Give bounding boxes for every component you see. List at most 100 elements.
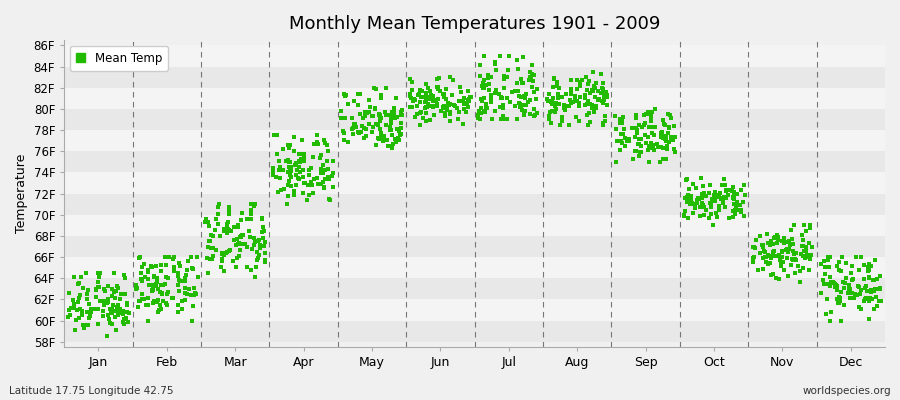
Point: [314, 181, 328, 187]
Point: [692, 204, 706, 210]
Point: [382, 112, 397, 118]
Point: [632, 122, 646, 128]
Point: [736, 213, 751, 219]
Point: [818, 271, 832, 278]
Point: [579, 74, 593, 80]
Point: [508, 88, 522, 94]
Point: [440, 100, 454, 106]
Point: [428, 97, 443, 104]
Point: [860, 268, 875, 275]
Point: [191, 273, 205, 280]
Point: [350, 128, 365, 135]
Point: [797, 248, 812, 254]
Point: [185, 266, 200, 272]
Point: [362, 97, 376, 103]
Point: [788, 250, 803, 256]
Point: [374, 129, 388, 136]
Point: [633, 141, 647, 147]
Point: [757, 248, 771, 254]
Point: [526, 88, 541, 95]
Point: [594, 71, 608, 78]
Point: [105, 286, 120, 292]
Point: [613, 147, 627, 154]
Point: [380, 136, 394, 143]
Point: [815, 277, 830, 283]
Point: [364, 104, 378, 110]
Point: [338, 92, 353, 98]
Point: [578, 94, 592, 100]
Point: [578, 92, 592, 98]
Point: [853, 254, 868, 260]
Point: [387, 104, 401, 111]
Point: [189, 290, 203, 297]
Point: [346, 126, 360, 132]
Point: [844, 270, 859, 276]
Point: [118, 290, 132, 297]
Point: [777, 234, 791, 241]
Point: [834, 317, 849, 324]
Point: [479, 105, 493, 111]
Point: [760, 240, 775, 246]
Point: [427, 111, 441, 118]
Point: [457, 95, 472, 102]
Point: [634, 148, 649, 155]
Point: [80, 295, 94, 302]
Point: [199, 216, 213, 223]
Point: [282, 178, 296, 184]
Point: [436, 103, 451, 109]
Point: [272, 158, 286, 165]
Point: [476, 76, 491, 83]
Point: [78, 322, 93, 328]
Point: [798, 248, 813, 254]
Point: [653, 144, 668, 150]
Point: [523, 97, 537, 103]
Point: [461, 104, 475, 110]
Point: [457, 106, 472, 112]
Point: [120, 309, 134, 315]
Point: [337, 137, 351, 144]
Point: [798, 228, 813, 235]
Point: [666, 146, 680, 152]
Point: [864, 286, 878, 293]
Point: [101, 299, 115, 306]
Point: [172, 260, 186, 266]
Point: [239, 244, 254, 250]
Point: [800, 252, 814, 258]
Point: [221, 211, 236, 217]
Point: [279, 201, 293, 207]
Point: [149, 299, 164, 305]
Point: [320, 142, 334, 148]
Point: [178, 296, 193, 303]
Point: [696, 183, 710, 190]
Point: [479, 82, 493, 88]
Point: [431, 96, 446, 102]
Point: [622, 137, 636, 144]
Point: [206, 233, 220, 240]
Point: [832, 258, 847, 265]
Point: [705, 196, 719, 202]
Point: [366, 84, 381, 91]
Point: [688, 201, 702, 208]
Point: [349, 124, 364, 130]
Point: [158, 300, 173, 306]
Point: [406, 98, 420, 104]
Point: [273, 164, 287, 170]
Point: [161, 289, 176, 296]
Point: [475, 85, 490, 91]
Point: [694, 174, 708, 181]
Point: [549, 100, 563, 106]
Point: [118, 275, 132, 282]
Point: [220, 225, 234, 232]
Point: [644, 140, 658, 146]
Point: [644, 112, 659, 118]
Point: [596, 120, 610, 126]
Point: [824, 308, 838, 315]
Point: [845, 262, 859, 269]
Point: [104, 292, 119, 299]
Point: [611, 138, 625, 144]
Point: [289, 160, 303, 166]
Point: [74, 274, 88, 280]
Point: [389, 139, 403, 145]
Point: [442, 102, 456, 108]
Point: [702, 200, 716, 207]
